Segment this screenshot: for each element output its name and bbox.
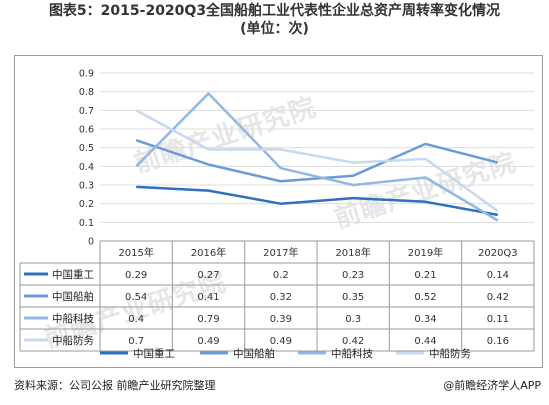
table-value: 0.41 [197,292,219,303]
legend-label: 中国船舶 [233,347,275,360]
series-line [136,185,499,217]
table-value: 0.29 [125,270,147,281]
y-tick-label: 0.9 [79,69,94,80]
legend: 中国重工 中国船舶 中船科技 中船防务 [100,347,471,360]
y-axis: 0 0.1 0.2 0.3 0.4 0.5 0.6 0.7 0.8 0.9 [79,69,94,248]
y-tick-label: 0.1 [79,218,94,229]
y-tick-label: 0.2 [79,199,94,210]
table-value: 0.27 [197,270,219,281]
table-value: 0.32 [270,292,292,303]
table-value: 0.21 [414,270,436,281]
table-value: 0.14 [487,270,509,281]
table-value: 0.42 [342,336,364,347]
series-line [135,92,499,222]
y-tick-label: 0.7 [79,106,94,117]
y-tick-label: 0.4 [79,162,94,173]
table-value: 0.49 [270,336,292,347]
y-tick-label: 0.5 [79,143,94,154]
y-tick-label: 0.6 [79,125,94,136]
series-line [135,139,499,183]
x-category-label: 2017年 [263,246,298,259]
table-value: 0.11 [487,314,509,325]
row-series-name: 中船防务 [52,334,94,347]
y-tick-label: 0.8 [79,87,94,98]
x-category-label: 2020Q3 [478,248,518,259]
table-value: 0.54 [125,292,147,303]
series-line [135,109,499,213]
table-value: 0.23 [342,270,364,281]
row-series-name: 中船科技 [52,312,94,325]
chart-frame [14,55,543,368]
legend-label: 中国重工 [133,347,175,360]
table-value: 0.2 [273,270,289,281]
title-line-1: 图表5：2015-2020Q3全国船舶工业代表性企业总资产周转率变化情况 [48,3,501,19]
credit-note: @前瞻经济学人APP [443,379,541,392]
y-tick-label: 0 [88,237,94,248]
table-value: 0.3 [345,314,361,325]
series-lines [135,92,499,222]
table-value: 0.44 [414,336,436,347]
table-value: 0.39 [270,314,292,325]
table-value: 0.34 [414,314,436,325]
data-table: 2015年 2016年 2017年 2018年 2019年 2020Q3 中国重工 0.29 0… [19,240,535,352]
table-value: 0.16 [487,336,509,347]
table-value: 0.49 [197,336,219,347]
x-category-label: 2015年 [118,246,153,259]
legend-label: 中船防务 [429,347,471,360]
chart-title: 图表5：2015-2020Q3全国船舶工业代表性企业总资产周转率变化情况 (单位… [0,2,549,38]
table-value: 0.79 [197,314,219,325]
y-tick-label: 0.3 [79,181,94,192]
table-value: 0.42 [487,292,509,303]
x-category-label: 2016年 [191,246,226,259]
legend-label: 中船科技 [331,347,373,360]
table-value: 0.35 [342,292,364,303]
x-category-label: 2019年 [408,246,443,259]
title-line-2: (单位：次) [240,21,309,37]
table-value: 0.52 [414,292,436,303]
source-note: 资料来源：公司公报 前瞻产业研究院整理 [14,379,216,392]
row-series-name: 中国船舶 [52,290,94,303]
x-category-label: 2018年 [335,246,370,259]
table-value: 0.7 [128,336,144,347]
row-series-name: 中国重工 [52,268,94,281]
table-value: 0.4 [128,314,144,325]
